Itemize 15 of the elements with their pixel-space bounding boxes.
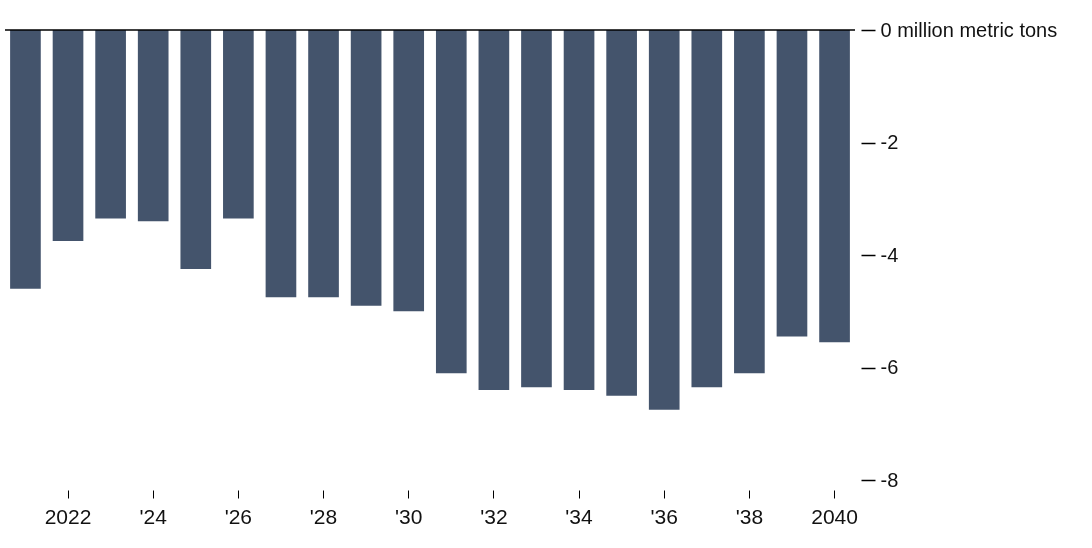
x-tick-label: '28 <box>309 504 338 528</box>
x-tick-label: '36 <box>650 504 678 528</box>
x-tick-label: 2022 <box>44 504 92 528</box>
x-tick-label: '32 <box>480 504 508 528</box>
x-tick-label: '30 <box>395 504 423 528</box>
x-tick-label: '38 <box>735 504 764 528</box>
x-tick-label: 2040 <box>811 504 858 528</box>
y-tick-label: 0 million metric tons <box>880 18 1058 41</box>
y-tick-label: -6 <box>880 356 899 378</box>
y-tick-label: -8 <box>880 468 899 491</box>
x-tick-label: '34 <box>565 504 594 528</box>
y-tick-label: -4 <box>880 243 899 266</box>
y-tick-label: -2 <box>880 131 899 153</box>
x-tick-label: '26 <box>224 504 253 528</box>
x-tick-label: '24 <box>139 504 168 528</box>
